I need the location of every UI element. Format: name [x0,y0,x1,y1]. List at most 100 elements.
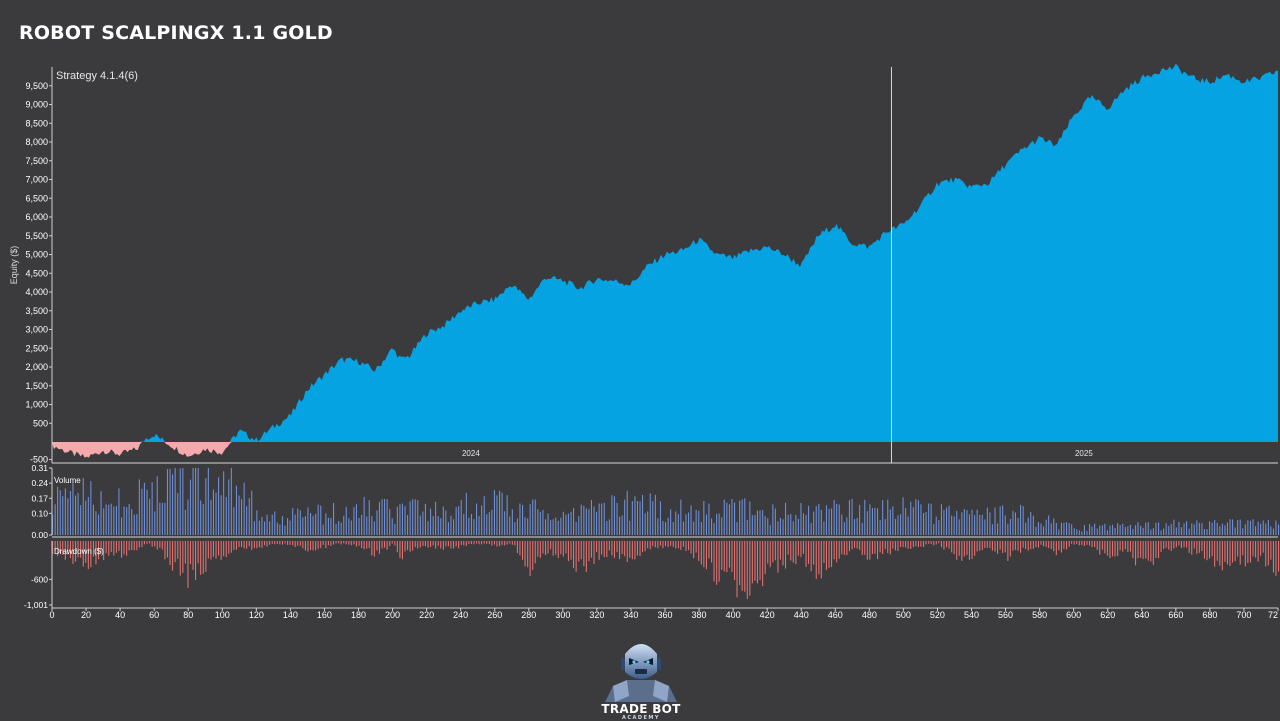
volume-bar [1083,525,1085,535]
volume-bar [1272,528,1274,535]
volume-bar [284,525,286,535]
volume-bar [1163,528,1165,535]
volume-bar [210,499,212,535]
volume-bar [1030,511,1032,535]
volume-bar [414,499,416,535]
volume-bar [187,499,189,535]
drawdown-bar [292,541,294,546]
y-tick-label: 2,500 [25,343,48,353]
volume-bar [567,513,569,535]
drawdown-bar [956,541,958,560]
volume-bar [1002,505,1004,535]
volume-bar [1262,520,1264,535]
volume-bar [711,518,713,535]
drawdown-bar [1119,541,1121,551]
drawdown-bar [1012,541,1014,551]
volume-bar [981,514,983,535]
volume-bar [570,511,572,535]
volume-y-tick-label: 0.17 [31,493,48,503]
drawdown-bar [756,541,758,584]
volume-bar [465,492,467,535]
volume-bar [1247,520,1249,535]
volume-bar [404,506,406,535]
volume-bar [1086,531,1088,535]
volume-bar [1203,529,1205,535]
volume-bar [59,490,61,535]
drawdown-bar [1275,541,1277,576]
volume-bar [1124,527,1126,535]
drawdown-bar [797,541,799,556]
drawdown-bar [412,541,414,551]
volume-bar [825,505,827,535]
drawdown-bar [626,541,628,562]
drawdown-bar [708,541,710,559]
volume-bar [874,507,876,535]
volume-bar [946,507,948,535]
volume-bar [703,501,705,535]
volume-bar [820,509,822,535]
drawdown-bar [555,541,557,555]
drawdown-bar [432,541,434,546]
drawdown-bar [887,541,889,554]
drawdown-bar [1260,541,1262,556]
volume-bar [1043,526,1045,535]
volume-bar [223,471,225,535]
volume-bar [869,504,871,535]
volume-bar [256,510,258,535]
volume-bar [322,524,324,535]
drawdown-bar [991,541,993,551]
drawdown-bar [200,541,202,575]
drawdown-bar [345,541,347,545]
volume-bar [534,499,536,535]
volume-bar [384,499,386,535]
drawdown-bar [202,541,204,574]
x-tick-label: 0 [49,610,54,620]
drawdown-bar [764,541,766,575]
drawdown-bar [284,541,286,544]
x-tick-label: 440 [794,610,809,620]
volume-bar [264,521,266,535]
volume-y-tick-label: 0.31 [31,463,48,473]
volume-bar [690,505,692,535]
drawdown-bar [1091,541,1093,547]
drawdown-bar [1165,541,1167,548]
drawdown-bar [463,541,465,546]
volume-bar [1014,512,1016,535]
volume-bar [1091,526,1093,535]
volume-bar [823,521,825,535]
volume-bar [974,515,976,535]
trade-bot-logo: TRADE BOT ACADEMY [595,636,687,721]
volume-bar [1173,519,1175,535]
volume-bar [340,522,342,535]
drawdown-bar [726,541,728,573]
y-tick-label: 1,500 [25,381,48,391]
volume-bar [491,509,493,535]
volume-bar [115,506,117,535]
volume-bar [808,505,810,535]
drawdown-bar [808,541,810,564]
drawdown-bar [693,541,695,559]
drawdown-bar [1071,541,1073,544]
x-tick-label: 400 [726,610,741,620]
volume-bar [1188,528,1190,535]
drawdown-bar [1203,541,1205,559]
drawdown-bar [1066,541,1068,550]
volume-bar [606,521,608,535]
drawdown-bar [1043,541,1045,547]
drawdown-bar [1188,541,1190,553]
drawdown-bar [971,541,973,559]
volume-bar [174,468,176,535]
drawdown-bar [123,541,125,555]
drawdown-bar [437,541,439,546]
volume-bar [856,518,858,535]
volume-bar [879,520,881,535]
volume-bar [118,488,120,535]
volume-bar [652,501,654,535]
volume-bar [693,521,695,535]
drawdown-bar [1063,541,1065,549]
volume-bar [1209,521,1211,535]
volume-bar [315,513,317,535]
drawdown-bar [979,541,981,551]
volume-bar [69,491,71,535]
drawdown-bar [246,541,248,549]
